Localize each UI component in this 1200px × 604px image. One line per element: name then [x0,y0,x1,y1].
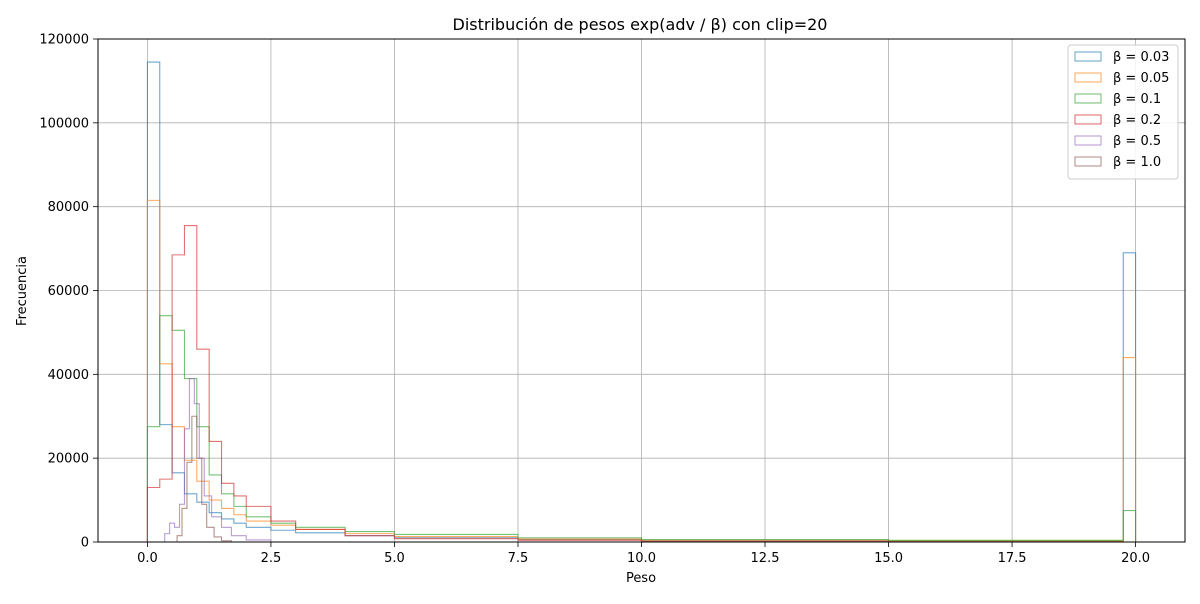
x-axis-label: Peso [626,571,656,586]
y-tick-label: 0 [81,536,89,551]
axes: 0.0 2.5 5.0 7.5 10.0 12.5 15.0 17.5 20.0 0 20000 40… [39,33,1150,567]
series-4 [147,377,296,543]
y-tick-label: 100000 [39,116,89,131]
x-tick-label: 7.5 [508,551,529,566]
legend-swatch [1074,93,1102,104]
y-tick-label: 120000 [39,33,89,48]
legend-swatch [1074,51,1102,62]
series-5 [147,415,247,543]
histogram-step-line [146,224,1136,543]
legend-label: β = 0.1 [1113,92,1161,107]
chart-title: Distribución de pesos exp(adv / β) con c… [453,15,828,34]
legend-swatch [1074,156,1102,167]
histogram-step-line [146,199,1137,542]
x-tick-label: 15.0 [874,551,903,566]
legend-label: β = 1.0 [1113,155,1161,170]
series-1 [146,199,1137,542]
series-3 [146,224,1136,543]
x-tick-label: 0.0 [137,551,158,566]
histogram-step-line [146,315,1137,542]
x-tick-label: 2.5 [261,551,282,566]
legend: β = 0.03 β = 0.05 β = 0.1 β = 0.2 β = 0.5 β =… [1067,44,1179,180]
legend-label: β = 0.05 [1113,71,1169,86]
series-layer [146,61,1137,543]
legend-swatch [1074,72,1102,83]
y-tick-label: 40000 [48,368,89,383]
y-axis-label: Frecuencia [15,256,30,326]
histogram-step-line [147,415,247,543]
x-tick-label: 10.0 [627,551,656,566]
series-2 [146,315,1137,542]
grid-lines [98,38,1185,543]
legend-swatch [1074,114,1102,125]
y-tick-label: 60000 [48,284,89,299]
x-tick-label: 5.0 [384,551,405,566]
x-tick-label: 17.5 [998,551,1027,566]
legend-label: β = 0.03 [1113,50,1169,65]
x-tick-label: 12.5 [751,551,780,566]
histogram-step-line [147,377,296,543]
legend-label: β = 0.2 [1113,113,1161,128]
x-tick-label: 20.0 [1121,551,1150,566]
y-tick-label: 80000 [48,200,89,215]
legend-label: β = 0.5 [1113,134,1161,149]
y-tick-label: 20000 [48,452,89,467]
legend-swatch [1074,135,1102,146]
